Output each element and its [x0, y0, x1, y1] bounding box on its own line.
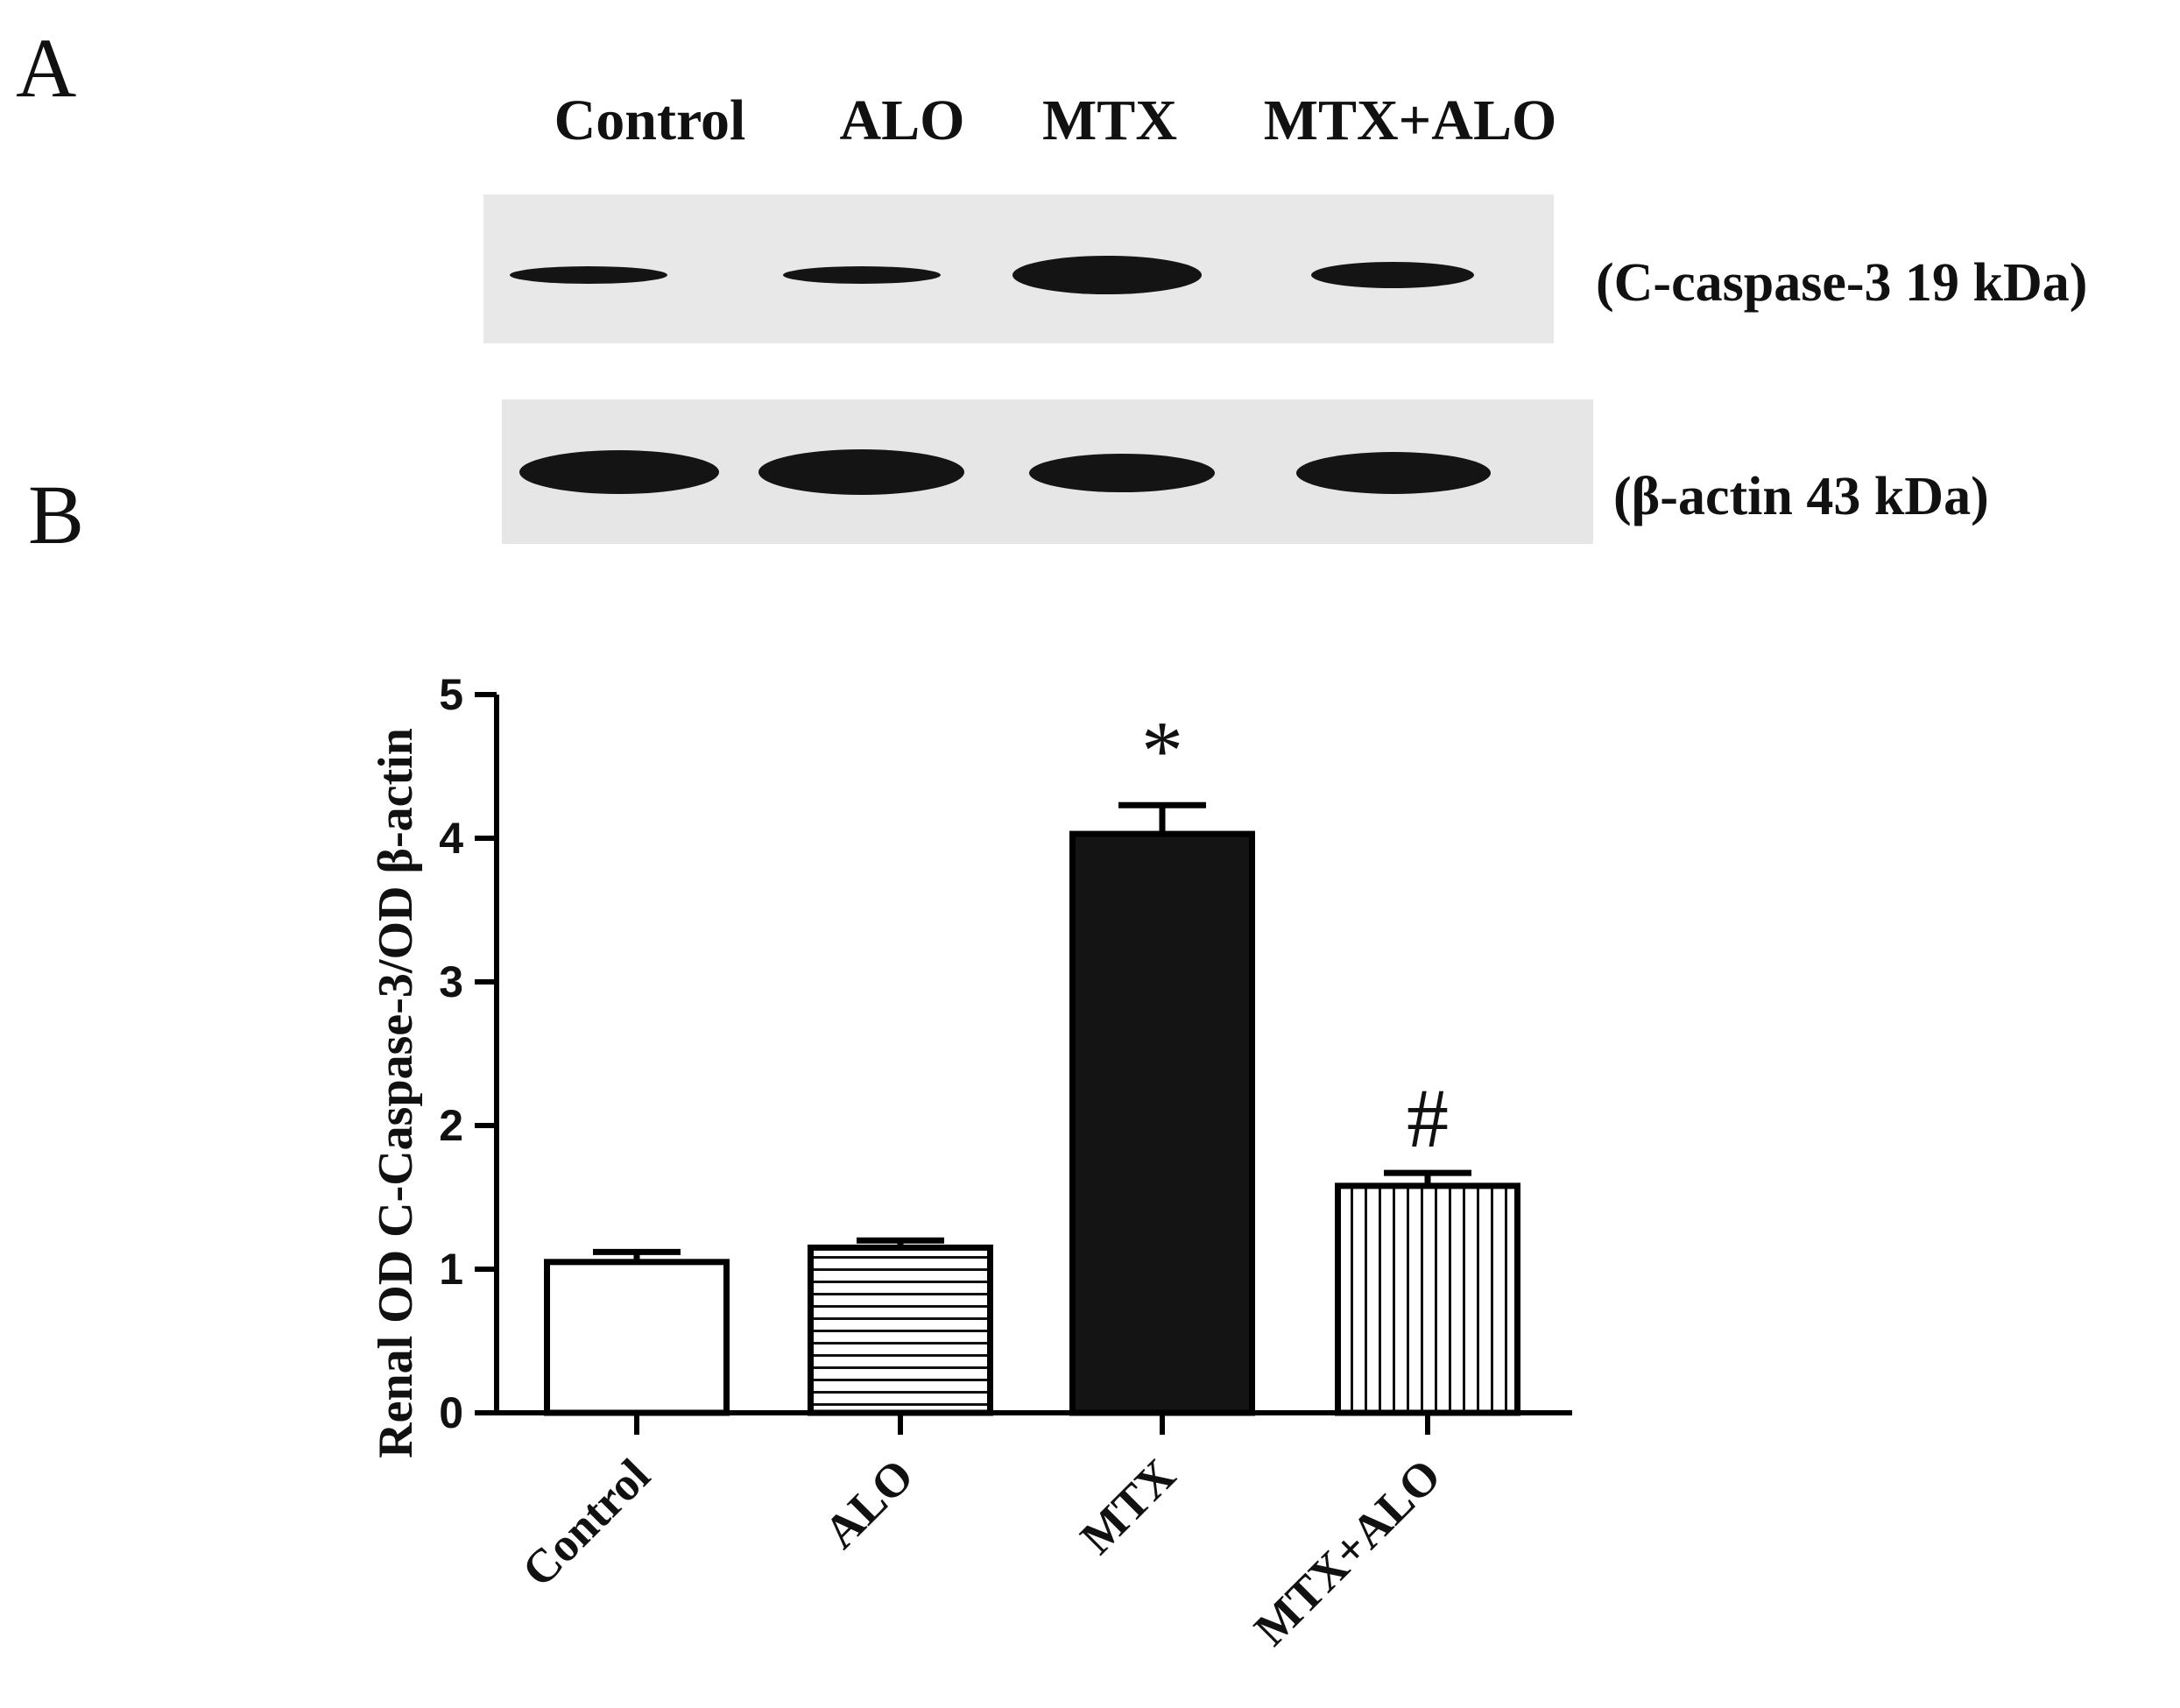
axes-layer: 0 1 2 3 4 5 Control ALO MTX MTX+ALO	[439, 670, 1572, 1655]
band-actin-control	[519, 450, 719, 494]
blot-strip-caspase	[483, 194, 1554, 343]
band-actin-alo	[758, 449, 964, 495]
y-tick-label-4: 4	[439, 814, 463, 863]
panel-b-label: B	[28, 468, 85, 561]
band-caspase-mtx-alo	[1311, 262, 1474, 288]
y-tick-label-2: 2	[439, 1101, 463, 1150]
band-label-actin: (β-actin 43 kDa)	[1613, 467, 1989, 526]
y-tick-label-1: 1	[439, 1245, 463, 1294]
band-caspase-mtx	[1012, 256, 1202, 294]
significance-mark-mtx: *	[1141, 703, 1183, 797]
band-caspase-control	[510, 266, 667, 284]
band-label-caspase: (C-caspase-3 19 kDa)	[1596, 253, 2088, 313]
band-actin-mtx	[1029, 454, 1215, 492]
lane-label-mtx-alo: MTX+ALO	[1263, 88, 1557, 152]
significance-mark-mtx-alo: #	[1407, 1071, 1449, 1165]
band-actin-mtx-alo	[1296, 452, 1491, 494]
y-tick-label-5: 5	[439, 670, 463, 719]
y-tick-label-3: 3	[439, 957, 463, 1006]
bars-layer: *#	[544, 703, 1520, 1416]
x-tick-label-control: Control	[511, 1449, 660, 1597]
x-tick-label-alo: ALO	[814, 1449, 923, 1558]
lane-label-mtx: MTX	[1042, 88, 1177, 152]
bar-mtx-alo	[1335, 1182, 1520, 1416]
blot-strip-actin	[502, 399, 1593, 544]
bar-control	[544, 1259, 730, 1416]
y-tick-label-0: 0	[439, 1388, 463, 1437]
lane-label-control: Control	[554, 88, 746, 152]
x-tick-label-mtx: MTX	[1070, 1449, 1186, 1564]
bar-mtx	[1069, 830, 1255, 1416]
y-axis-label: Renal OD C-Caspase-3/OD β-actin	[369, 728, 423, 1458]
lane-label-alo: ALO	[839, 88, 965, 152]
band-caspase-alo	[783, 266, 941, 284]
panel-a-label: A	[16, 21, 77, 115]
x-tick-label-mtx-alo: MTX+ALO	[1244, 1449, 1450, 1655]
bar-alo	[808, 1244, 993, 1416]
